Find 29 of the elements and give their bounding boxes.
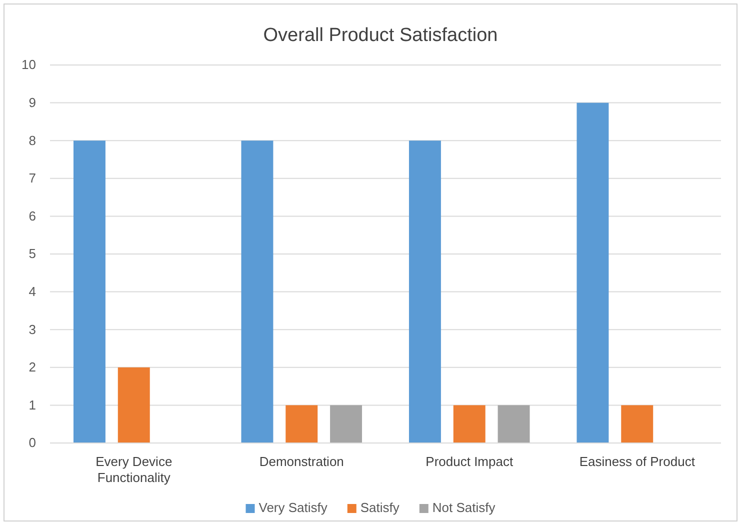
bar — [453, 405, 486, 443]
bar — [241, 140, 274, 443]
bar — [118, 367, 150, 443]
x-tick-label: Easiness of Product — [579, 454, 696, 470]
y-tick-label: 9 — [28, 94, 36, 110]
y-tick-label: 7 — [28, 170, 36, 186]
bar — [330, 405, 362, 443]
x-tick-label: Product Impact — [426, 454, 514, 470]
y-tick-label: 6 — [28, 208, 36, 224]
bar — [408, 140, 441, 443]
y-tick-label: 4 — [28, 284, 36, 299]
y-tick-label: 8 — [28, 132, 36, 148]
x-tick-label: Demonstration — [259, 454, 344, 470]
legend-label: Very Satisfy — [258, 500, 328, 515]
chart-title: Overall Product Satisfaction — [263, 25, 498, 46]
bar — [73, 140, 106, 443]
y-tick-label: 3 — [28, 322, 36, 337]
y-tick-label: 2 — [28, 360, 36, 375]
bar — [621, 405, 654, 443]
y-tick-label: 5 — [28, 246, 36, 262]
x-tick-label: Every Device Functionality — [96, 454, 172, 485]
legend-label: Not Satisfy — [432, 500, 496, 515]
bar — [576, 102, 609, 443]
bar — [498, 405, 530, 443]
y-tick-label: 0 — [28, 435, 36, 450]
bar — [286, 405, 318, 443]
y-tick-label: 10 — [22, 57, 36, 72]
legend-label: Satisfy — [360, 500, 400, 515]
y-tick-label: 1 — [28, 397, 36, 412]
